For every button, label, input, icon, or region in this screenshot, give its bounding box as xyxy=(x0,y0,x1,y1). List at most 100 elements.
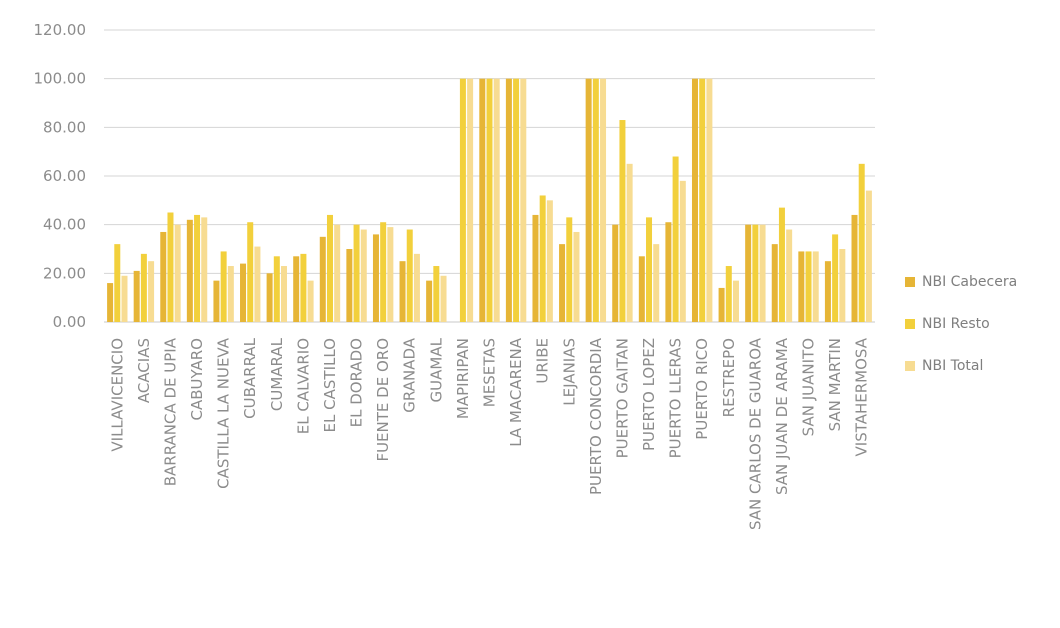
bar-nbi-cabecera xyxy=(346,249,353,322)
bar-nbi-resto xyxy=(858,163,865,322)
bar-nbi-cabecera xyxy=(532,214,539,322)
bar-nbi-cabecera xyxy=(479,78,486,322)
bar-nbi-total xyxy=(626,163,633,322)
bar-nbi-resto xyxy=(832,234,839,322)
x-tick-label: PUERTO LOPEZ xyxy=(640,338,658,451)
bar-nbi-cabecera xyxy=(771,244,778,322)
x-tick-label: URIBE xyxy=(534,338,552,384)
bar-nbi-resto xyxy=(273,256,280,322)
bar-nbi-total xyxy=(254,246,261,322)
bar-nbi-cabecera xyxy=(160,231,167,322)
bar-nbi-cabecera xyxy=(319,236,326,322)
bar-nbi-total xyxy=(865,190,872,322)
bar-nbi-cabecera xyxy=(824,261,831,322)
x-tick-label: PUERTO RICO xyxy=(693,338,711,440)
bar-nbi-total xyxy=(334,224,341,322)
bar-nbi-resto xyxy=(140,253,147,322)
bar-nbi-cabecera xyxy=(133,270,140,322)
x-tick-label: GUAMAL xyxy=(427,337,445,402)
legend: NBI Cabecera NBI Resto NBI Total xyxy=(905,272,1060,398)
x-tick-label: GRANADA xyxy=(401,337,419,412)
y-tick-label: 0.00 xyxy=(53,313,86,331)
bar-nbi-cabecera xyxy=(240,263,247,322)
x-tick-label: SAN CARLOS DE GUAROA xyxy=(746,337,764,530)
x-axis-ticks: VILLAVICENCIO ACACIAS BARRANCA DE UPIA CABU… xyxy=(108,337,870,530)
legend-label-total: NBI Total xyxy=(922,358,984,374)
bar-nbi-total xyxy=(148,261,155,322)
x-tick-label: EL CASTILLO xyxy=(321,338,339,432)
bar-nbi-total xyxy=(759,224,766,322)
bar-nbi-total xyxy=(387,227,394,322)
x-tick-label: ACACIAS xyxy=(135,338,153,403)
x-tick-label: VISTAHERMOSA xyxy=(853,337,871,456)
x-tick-label: EL CALVARIO xyxy=(294,338,312,434)
bar-nbi-total xyxy=(493,78,500,322)
bar-nbi-total xyxy=(839,249,846,322)
bar-nbi-cabecera xyxy=(718,287,725,322)
y-tick-label: 100.00 xyxy=(34,70,87,88)
bar-nbi-total xyxy=(653,244,660,322)
x-tick-label: BARRANCA DE UPIA xyxy=(162,337,180,486)
bar-nbi-resto xyxy=(220,251,227,322)
y-tick-label: 120.00 xyxy=(34,21,87,39)
x-tick-label: SAN JUAN DE ARAMA xyxy=(773,337,791,495)
x-tick-label: RESTREPO xyxy=(720,338,738,417)
bar-nbi-cabecera xyxy=(293,256,300,322)
legend-swatch-total xyxy=(905,361,915,371)
legend-label-cabecera: NBI Cabecera xyxy=(922,274,1018,290)
x-tick-label: SAN MARTIN xyxy=(826,338,844,431)
bar-nbi-cabecera xyxy=(559,244,566,322)
bar-nbi-cabecera xyxy=(585,78,592,322)
y-tick-label: 40.00 xyxy=(43,216,86,234)
bar-nbi-total xyxy=(786,229,793,322)
bar-nbi-cabecera xyxy=(186,219,193,322)
x-tick-label: PUERTO LLERAS xyxy=(667,338,685,458)
bar-nbi-total xyxy=(440,275,447,322)
bar-nbi-resto xyxy=(672,156,679,322)
bar-nbi-total xyxy=(546,200,553,322)
bar-nbi-resto xyxy=(752,224,759,322)
bar-nbi-resto xyxy=(406,229,413,322)
bar-nbi-resto xyxy=(566,217,573,322)
legend-swatch-resto xyxy=(905,319,915,329)
x-tick-label: MESETAS xyxy=(481,338,499,407)
bar-nbi-resto xyxy=(247,222,254,322)
bar-nbi-cabecera xyxy=(107,283,114,322)
bar-nbi-resto xyxy=(619,120,626,322)
bar-nbi-total xyxy=(812,251,819,322)
y-tick-label: 60.00 xyxy=(43,167,86,185)
bar-nbi-resto xyxy=(380,222,387,322)
legend-label-resto: NBI Resto xyxy=(922,316,990,332)
bar-nbi-cabecera xyxy=(691,78,698,322)
bar-nbi-resto xyxy=(805,251,812,322)
x-tick-label: CUMARAL xyxy=(268,337,286,411)
legend-item-total: NBI Total xyxy=(905,356,1060,376)
bar-nbi-total xyxy=(281,266,288,322)
x-tick-label: FUENTE DE ORO xyxy=(374,338,392,462)
bar-nbi-total xyxy=(706,78,713,322)
x-tick-label: LA MACARENA xyxy=(507,337,525,447)
bar-nbi-resto xyxy=(167,212,174,322)
bar-nbi-resto xyxy=(699,78,706,322)
bar-nbi-resto xyxy=(778,207,785,322)
bar-nbi-cabecera xyxy=(638,256,645,322)
bar-nbi-resto xyxy=(433,266,440,322)
bar-nbi-resto xyxy=(459,78,466,322)
x-tick-label: PUERTO CONCORDIA xyxy=(587,337,605,495)
legend-item-resto: NBI Resto xyxy=(905,314,1060,334)
bar-nbi-cabecera xyxy=(612,224,619,322)
bar-nbi-resto xyxy=(592,78,599,322)
bar-nbi-total xyxy=(732,280,739,322)
bar-nbi-resto xyxy=(353,224,360,322)
x-tick-label: PUERTO GAITAN xyxy=(613,338,631,458)
x-tick-label: CASTILLA LA NUEVA xyxy=(215,337,233,489)
bar-nbi-total xyxy=(201,217,208,322)
bar-nbi-resto xyxy=(646,217,653,322)
y-axis-ticks: 0.00 20.00 40.00 60.00 80.00 100.00 120.00 xyxy=(34,21,87,331)
bars xyxy=(107,78,872,322)
bar-nbi-total xyxy=(413,253,420,322)
bar-nbi-total xyxy=(360,229,367,322)
bar-nbi-resto xyxy=(513,78,520,322)
